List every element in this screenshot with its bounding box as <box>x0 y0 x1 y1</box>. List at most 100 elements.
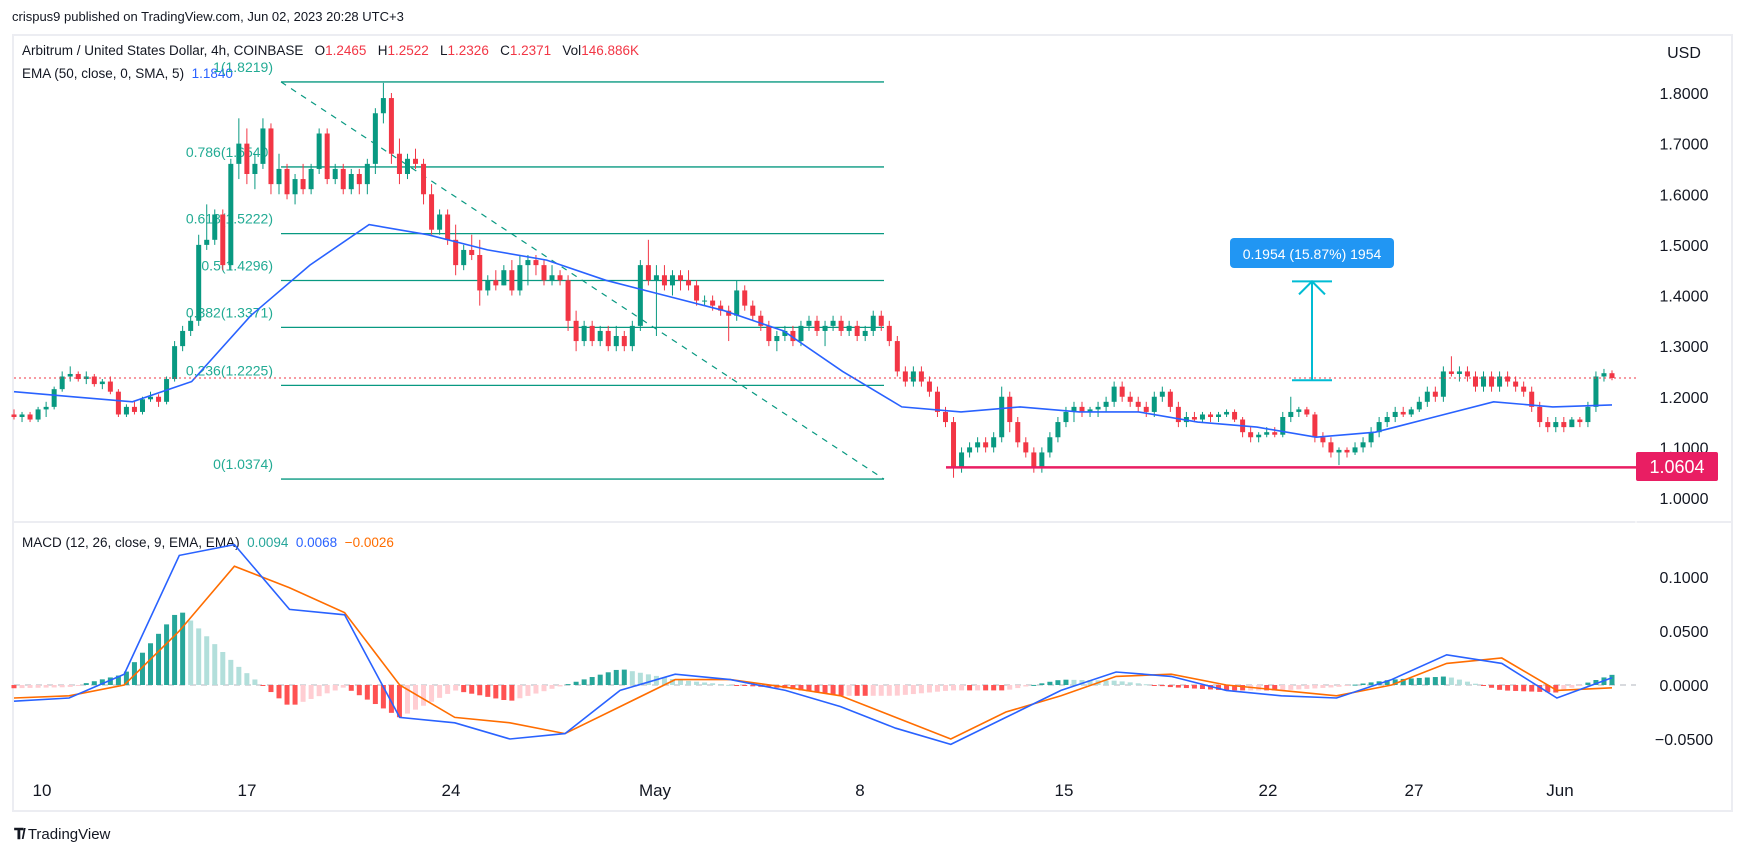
measure-arrow-head-icon <box>1298 279 1326 296</box>
time-tick: 24 <box>442 781 461 800</box>
candle-body <box>1440 371 1446 397</box>
macd-tick: 0.1000 <box>1660 570 1709 587</box>
currency-label: USD <box>1667 45 1701 62</box>
drawings[interactable]: 0.1954 (15.87%) 1954 <box>14 238 1636 469</box>
macd-histogram-bar <box>477 685 483 696</box>
time-tick: 15 <box>1055 781 1074 800</box>
macd-title: MACD (12, 26, close, 9, EMA, EMA) <box>22 535 240 550</box>
macd-histogram-bar <box>1127 682 1133 685</box>
macd-axis[interactable]: 0.1000 0.0500 0.0000 −0.0500 <box>1655 570 1713 749</box>
macd-histogram-bar <box>1183 685 1189 689</box>
macd-histogram-bar <box>1489 685 1495 688</box>
candle-body <box>983 442 989 448</box>
candle-body <box>19 414 25 417</box>
candle-body <box>276 168 282 185</box>
published-by-text: crispus9 published on TradingView.com, J… <box>12 9 404 24</box>
candle-body <box>1424 391 1430 402</box>
macd-histogram-bar <box>115 675 121 685</box>
macd-histogram-bar <box>854 685 860 696</box>
macd-histogram-bar <box>702 682 708 685</box>
macd-histogram-bar <box>886 685 892 696</box>
ema-line[interactable] <box>13 223 1613 439</box>
candlestick-series[interactable] <box>11 82 1615 478</box>
macd-histogram-bar <box>244 673 250 685</box>
candle-body <box>951 422 957 468</box>
candle-body <box>870 315 876 331</box>
macd-line <box>13 543 1613 746</box>
macd-histogram-bar <box>1545 685 1551 693</box>
candle-body <box>1609 373 1615 378</box>
macd-histogram-bar <box>372 685 378 705</box>
macd-histogram-bar <box>1272 685 1278 691</box>
macd-histogram-bar <box>461 685 467 693</box>
candle-body <box>493 280 499 286</box>
candle-body <box>846 325 852 331</box>
chart-frame[interactable] <box>12 34 1733 812</box>
macd-histogram-bar <box>710 683 716 685</box>
macd-histogram-bar <box>1392 679 1398 685</box>
macd-histogram-bar <box>517 685 523 699</box>
candle-body <box>300 179 306 190</box>
macd-histogram-bar <box>1561 685 1567 691</box>
macd-histogram-bar <box>581 679 587 685</box>
macd-histogram-bar <box>300 685 306 702</box>
macd-histogram-bar <box>1505 685 1511 691</box>
macd-histogram-bar <box>637 672 643 685</box>
macd-histogram-bar <box>1232 685 1238 691</box>
macd-histogram-bar <box>1360 683 1366 685</box>
candle-body <box>1472 376 1478 387</box>
candle-body <box>862 330 868 336</box>
macd-histogram-bar <box>19 685 25 689</box>
candle-body <box>228 163 234 266</box>
fib-trend-line[interactable] <box>280 81 885 480</box>
macd-histogram-bar <box>1047 681 1053 685</box>
candle-body <box>959 452 965 468</box>
macd-histogram-bar <box>268 685 274 693</box>
candle-body <box>1384 417 1390 423</box>
macd-histogram-bar <box>790 685 796 690</box>
macd-histogram-bar <box>51 685 57 688</box>
macd-histogram-bar <box>1288 685 1294 690</box>
candle-body <box>581 325 587 342</box>
macd-histogram-bar <box>1264 685 1270 691</box>
candle-body <box>131 406 137 412</box>
candle-body <box>637 265 643 326</box>
candle-body <box>517 265 523 291</box>
macd-histogram-bar <box>1585 682 1591 685</box>
macd-histogram-bar <box>926 685 932 693</box>
macd-histogram-bar <box>1521 685 1527 692</box>
macd-histogram-bar <box>597 674 603 685</box>
macd-histogram-bar <box>1031 684 1037 686</box>
ema-legend[interactable]: EMA (50, close, 0, SMA, 5) 1.1840 <box>22 66 233 81</box>
measure-badge[interactable] <box>1230 238 1394 268</box>
macd-histogram-bar <box>1553 685 1559 693</box>
macd-histogram-bar <box>661 677 667 685</box>
macd-histogram-bar <box>1320 685 1326 688</box>
macd-legend[interactable]: MACD (12, 26, close, 9, EMA, EMA) 0.0094… <box>22 535 394 550</box>
candle-body <box>308 168 314 190</box>
time-axis[interactable]: 10 17 24 May 8 15 22 27 Jun <box>33 781 1574 800</box>
macd-histogram-bar <box>1191 685 1197 689</box>
ema-value: 1.1840 <box>191 66 233 81</box>
candle-body <box>653 275 659 281</box>
time-tick: 17 <box>238 781 257 800</box>
tradingview-branding[interactable]: 𝐓/ TradingView <box>14 826 110 843</box>
macd-pane[interactable] <box>11 543 1637 746</box>
candle-body <box>115 391 121 415</box>
macd-histogram-bar <box>678 680 684 685</box>
macd-histogram-bar <box>1569 685 1575 688</box>
candle-body <box>340 168 346 190</box>
candle-body <box>1416 401 1422 410</box>
fibonacci-retracement[interactable]: 1(1.8219)0.786(1.6540)0.618(1.5222)0.5(1… <box>186 59 885 480</box>
price-axis[interactable]: 1.8000 1.7000 1.6000 1.5000 1.4000 1.3000 1.20… <box>1660 86 1709 508</box>
macd-histogram-bar <box>806 685 812 692</box>
macd-histogram-bar <box>413 685 419 710</box>
macd-histogram-bar <box>340 685 346 688</box>
price-tick: 1.7000 <box>1660 137 1709 154</box>
macd-histogram-bar <box>1015 685 1021 689</box>
macd-histogram-bar <box>1344 685 1350 686</box>
candle-body <box>268 128 274 185</box>
candle-body <box>188 320 194 331</box>
candle-body <box>1497 376 1503 387</box>
